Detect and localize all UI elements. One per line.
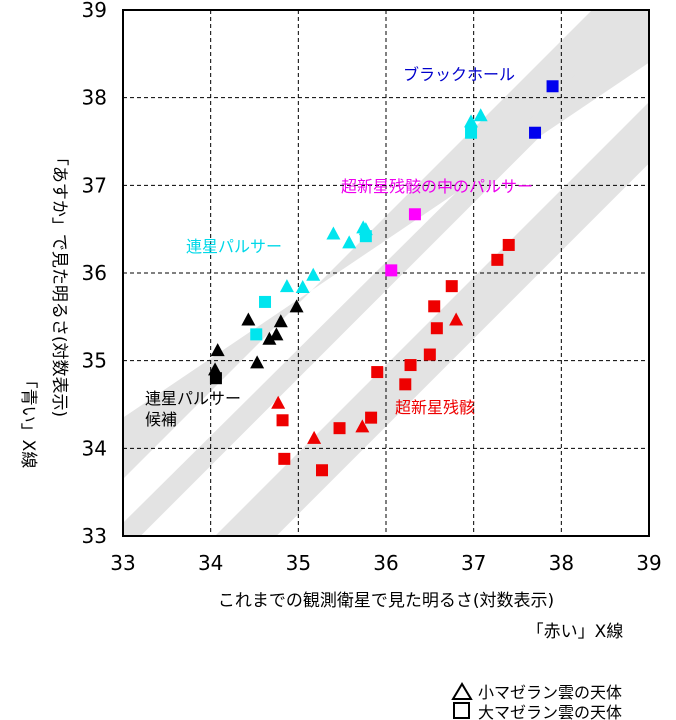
x-tick-label: 37 <box>461 551 486 575</box>
triangle-point-000000 <box>289 299 304 313</box>
annotation-pulsar-in-snr: 超新星残骸の中のパルサー <box>341 177 533 196</box>
triangle-point-ee0000 <box>449 312 464 326</box>
annotation-candidate-line2: 候補 <box>145 410 177 429</box>
y-tick-label: 38 <box>82 86 107 110</box>
x-tick-label: 36 <box>373 551 398 575</box>
square-point-ee0000 <box>316 464 329 477</box>
square-point-000000 <box>209 372 222 385</box>
annotation-binary-pulsar: 連星パルサー <box>186 237 282 256</box>
x-tick-label: 35 <box>286 551 311 575</box>
square-point-ee0000 <box>491 253 504 266</box>
square-point-ee0000 <box>404 359 417 372</box>
triangle-point-00e5ee <box>306 267 321 281</box>
triangle-point-00e5ee <box>473 108 488 122</box>
square-point-ff00ff <box>408 208 421 221</box>
x-axis-subtitle: 「赤い」X線 <box>527 622 624 642</box>
triangle-point-000000 <box>250 355 265 369</box>
square-point-ff00ff <box>385 264 398 277</box>
square-point-ee0000 <box>445 280 458 293</box>
triangle-point-00e5ee <box>464 114 479 128</box>
legend-square-marker <box>453 702 470 719</box>
square-point-ee0000 <box>423 348 436 361</box>
triangle-point-00e5ee <box>295 280 310 294</box>
legend-label-lmc: 大マゼラン雲の天体 <box>478 703 622 720</box>
square-point-00e5ee <box>359 230 372 243</box>
y-tick-label: 39 <box>82 0 107 22</box>
x-tick-label: 38 <box>549 551 574 575</box>
y-tick-labels: 33 34 35 36 37 38 39 <box>82 0 107 548</box>
y-tick-label: 33 <box>82 524 107 548</box>
triangle-point-000000 <box>241 312 256 326</box>
square-point-00e5ee <box>259 295 272 308</box>
triangle-point-000000 <box>269 327 284 341</box>
square-point-ee0000 <box>502 238 515 251</box>
triangle-point-000000 <box>210 343 225 357</box>
annotation-black-hole: ブラックホール <box>403 65 515 84</box>
square-point-ee0000 <box>365 411 378 424</box>
triangle-point-00e5ee <box>342 235 357 249</box>
legend: 小マゼラン雲の天体 大マゼラン雲の天体 <box>451 682 622 720</box>
square-point-0000ee <box>546 80 559 93</box>
y-tick-label: 35 <box>82 349 107 373</box>
triangle-point-ee0000 <box>355 419 370 433</box>
square-point-0000ee <box>529 126 542 139</box>
triangle-point-000000 <box>273 314 288 328</box>
triangle-point-ee0000 <box>271 395 286 409</box>
gray-band-1 <box>123 10 649 480</box>
y-axis-title: 「あすか」で見た明るさ(対数表示) <box>49 149 69 417</box>
y-axis-subtitle: 「青い」X線 <box>18 372 38 469</box>
square-point-ee0000 <box>399 378 412 391</box>
x-axis-title: これまでの観測衛星で見た明るさ(対数表示) <box>218 591 554 611</box>
legend-triangle-marker <box>451 682 473 700</box>
gray-band-3 <box>215 102 650 537</box>
square-point-00e5ee <box>465 126 478 139</box>
y-tick-label: 36 <box>82 261 107 285</box>
triangle-point-ee0000 <box>307 430 322 444</box>
triangle-point-000000 <box>208 362 223 376</box>
square-point-ee0000 <box>278 452 291 465</box>
square-point-ee0000 <box>276 414 289 427</box>
square-point-ee0000 <box>428 300 441 313</box>
data-points <box>208 80 559 477</box>
y-tick-label: 34 <box>82 436 107 460</box>
y-tick-label: 37 <box>82 173 107 197</box>
x-tick-label: 34 <box>198 551 223 575</box>
square-point-ee0000 <box>371 366 384 379</box>
legend-label-smc: 小マゼラン雲の天体 <box>478 683 622 702</box>
x-tick-label: 33 <box>110 551 135 575</box>
square-point-00e5ee <box>250 328 263 341</box>
triangle-point-00e5ee <box>326 226 341 240</box>
annotation-snr: 超新星残骸 <box>395 398 475 417</box>
triangle-point-000000 <box>262 331 277 345</box>
x-tick-label: 39 <box>636 551 661 575</box>
square-point-ee0000 <box>333 422 346 435</box>
annotation-candidate-line1: 連星パルサー <box>145 389 241 408</box>
triangle-point-00e5ee <box>279 279 294 293</box>
plot-frame <box>122 9 650 537</box>
x-tick-labels: 33 34 35 36 37 38 39 <box>110 551 661 575</box>
square-point-ee0000 <box>430 322 443 335</box>
